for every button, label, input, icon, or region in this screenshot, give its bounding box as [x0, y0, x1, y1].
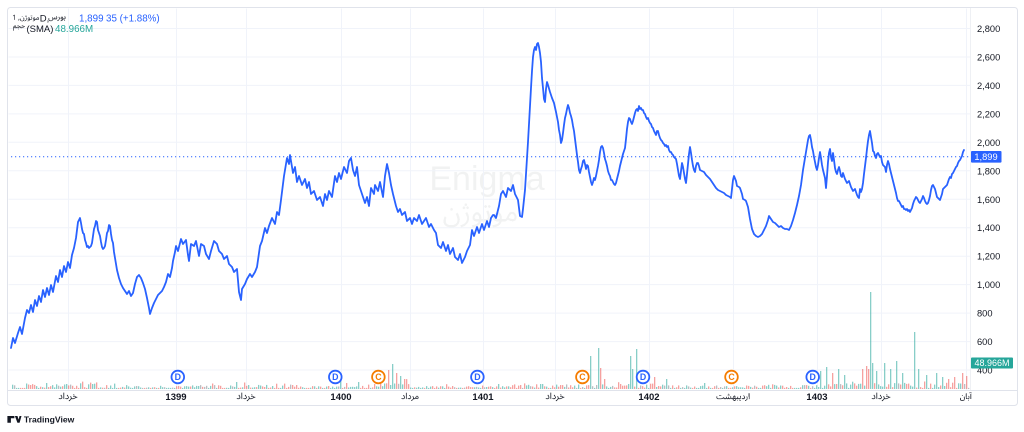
svg-text:D: D — [810, 372, 816, 382]
svg-text:Enigma: Enigma — [429, 160, 544, 198]
svg-text:2,600: 2,600 — [977, 53, 1000, 63]
svg-text:2,200: 2,200 — [977, 109, 1000, 119]
svg-text:D: D — [175, 372, 181, 382]
svg-text:1,000: 1,000 — [977, 280, 1000, 290]
svg-text:35 (+1.88%): 35 (+1.88%) — [106, 14, 160, 25]
svg-text:1,899: 1,899 — [974, 152, 997, 162]
svg-text:400: 400 — [977, 366, 993, 376]
svg-text:D: D — [332, 372, 338, 382]
svg-text:1399: 1399 — [165, 392, 186, 403]
svg-text:D,: D, — [40, 14, 50, 25]
svg-text:1403: 1403 — [806, 392, 827, 403]
svg-text:C: C — [579, 372, 586, 382]
svg-text:(SMA): (SMA) — [27, 24, 54, 35]
svg-text:1401: 1401 — [472, 392, 494, 403]
svg-text:2,000: 2,000 — [977, 138, 1000, 148]
svg-text:2,800: 2,800 — [977, 24, 1000, 34]
svg-text:C: C — [375, 372, 382, 382]
svg-text:48.966M: 48.966M — [55, 24, 93, 35]
svg-text:1402: 1402 — [638, 392, 659, 403]
svg-text:48.966M: 48.966M — [974, 358, 1009, 368]
svg-text:1,600: 1,600 — [977, 195, 1000, 205]
svg-text:D: D — [640, 372, 646, 382]
svg-text:1,200: 1,200 — [977, 252, 1000, 262]
svg-text:TradingView: TradingView — [24, 414, 75, 424]
svg-text:D: D — [474, 372, 480, 382]
svg-text:2,400: 2,400 — [977, 81, 1000, 91]
svg-text:1,400: 1,400 — [977, 223, 1000, 233]
svg-text:800: 800 — [977, 309, 993, 319]
svg-text:C: C — [728, 372, 735, 382]
svg-text:1,800: 1,800 — [977, 166, 1000, 176]
svg-text:600: 600 — [977, 337, 993, 347]
svg-text:1400: 1400 — [330, 392, 351, 403]
svg-text:1,899: 1,899 — [79, 14, 104, 25]
